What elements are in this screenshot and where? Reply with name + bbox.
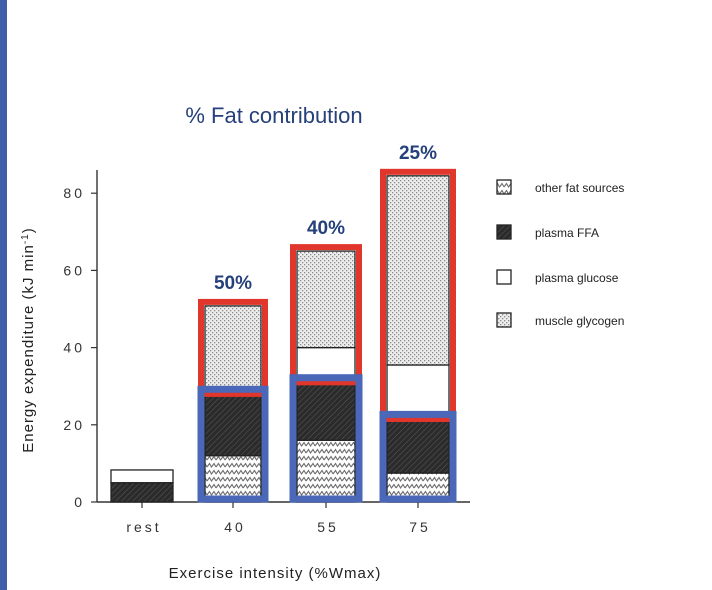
bar-segment-muscle-glycogen [296,250,356,349]
carbohydrate-outline [290,244,362,386]
plot-area: 0 20 40 60 80 rest 40 50% 55 40% 75 25% [63,143,470,535]
legend-label-muscle-glycogen: muscle glycogen [535,314,624,328]
fat-percent-label: 50% [214,273,252,294]
legend-label-plasma-ffa: plasma FFA [535,226,599,240]
bar-segment-plasma-ffa [204,393,262,457]
x-tick-label: rest [126,519,161,535]
bar-segment-plasma-ffa [296,381,356,441]
carbohydrate-outline [198,298,268,397]
bar-segment-other-fat-sources [296,439,356,503]
y-tick-label: 20 [63,417,85,433]
legend-swatch-other-fat-sources [496,179,512,195]
legend-swatch-plasma-ffa [496,224,512,240]
bar-segment-plasma-ffa [386,418,450,474]
y-tick-label: 40 [63,340,85,356]
x-tick-label: 40 [224,519,246,535]
slide-accent-bar [0,0,7,590]
carbohydrate-outline [380,168,456,423]
x-tick-label: 55 [317,519,339,535]
y-tick-label: 60 [63,262,85,278]
legend-label-other-fat-sources: other fat sources [535,181,624,195]
legend-swatch-muscle-glycogen [496,312,512,328]
fat-outline [289,374,363,503]
bar-segment-plasma-glucose [386,364,450,420]
x-tick-label: 75 [409,519,431,535]
bar-segment-muscle-glycogen [386,175,450,366]
fat-outline [379,410,457,503]
chart-title: % Fat contribution [185,103,362,128]
legend-label-plasma-glucose: plasma glucose [535,271,619,285]
bar-segment-plasma-ffa [110,482,174,503]
legend: other fat sources plasma FFA plasma glucos… [496,179,624,328]
bar-segment-plasma-glucose [110,469,174,484]
fat-percent-label: 25% [399,143,437,164]
y-tick-label: 0 [74,494,85,510]
fat-outline [197,385,269,503]
bar-segment-other-fat-sources [204,455,262,503]
legend-swatch-plasma-glucose [496,269,512,285]
y-tick-label: 80 [63,185,85,201]
fat-percent-label: 40% [307,218,345,239]
x-axis-title: Exercise intensity (%Wmax) [169,565,382,582]
bar-segment-muscle-glycogen [204,305,262,392]
y-axis-title: Energy expenditure (kJ min-1) [20,227,38,453]
